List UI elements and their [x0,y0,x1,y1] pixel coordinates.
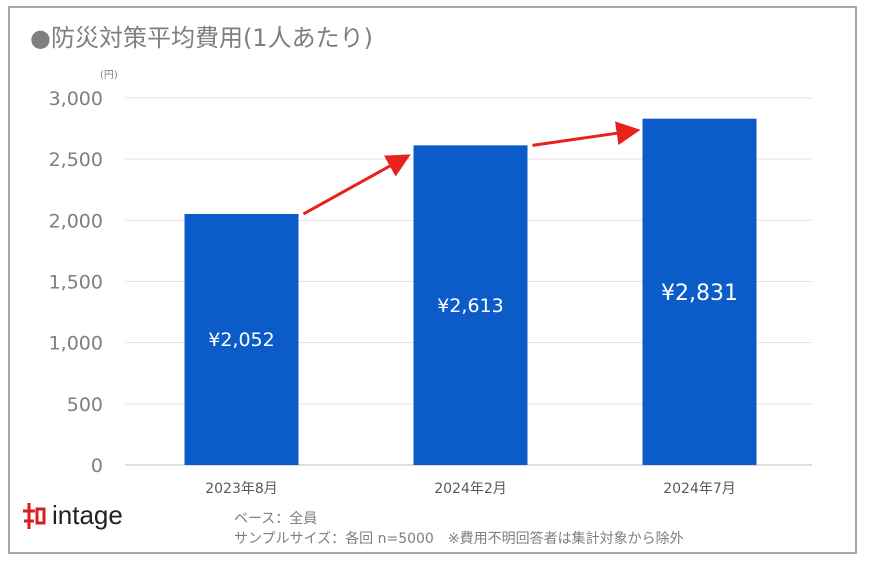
logo-text: intage [52,500,123,530]
bar [413,145,528,465]
data-label: ¥2,052 [208,329,274,351]
bar [184,213,299,465]
logo-mark-icon [23,502,46,529]
y-tick-label: 2,500 [49,149,103,171]
y-tick-label: 1,500 [49,272,103,294]
x-tick-label: 2024年7月 [663,481,736,497]
trend-arrow [302,154,411,216]
y-tick-label: 1,000 [49,333,103,355]
data-label: ¥2,613 [437,295,503,317]
chart-frame [8,6,857,554]
x-tick-label: 2023年8月 [205,481,278,497]
y-tick-label: 0 [91,455,103,477]
y-tick-label: 2,000 [49,210,103,232]
data-label: ¥2,831 [661,281,738,306]
intage-logo: intage [22,500,123,531]
base-note: ベース：全員 [234,511,318,527]
sample-note: サンプルサイズ：各回 n=5000 ※費用不明回答者は集計対象から除外 [234,531,684,547]
x-tick-label: 2024年2月 [434,481,507,497]
trend-arrow [532,121,641,147]
bar [642,118,757,466]
y-tick-label: 3,000 [49,88,103,110]
y-unit-label: (円) [100,70,118,81]
chart-title: ●防災対策平均費用(1人あたり) [30,24,373,52]
y-tick-label: 500 [67,394,103,416]
